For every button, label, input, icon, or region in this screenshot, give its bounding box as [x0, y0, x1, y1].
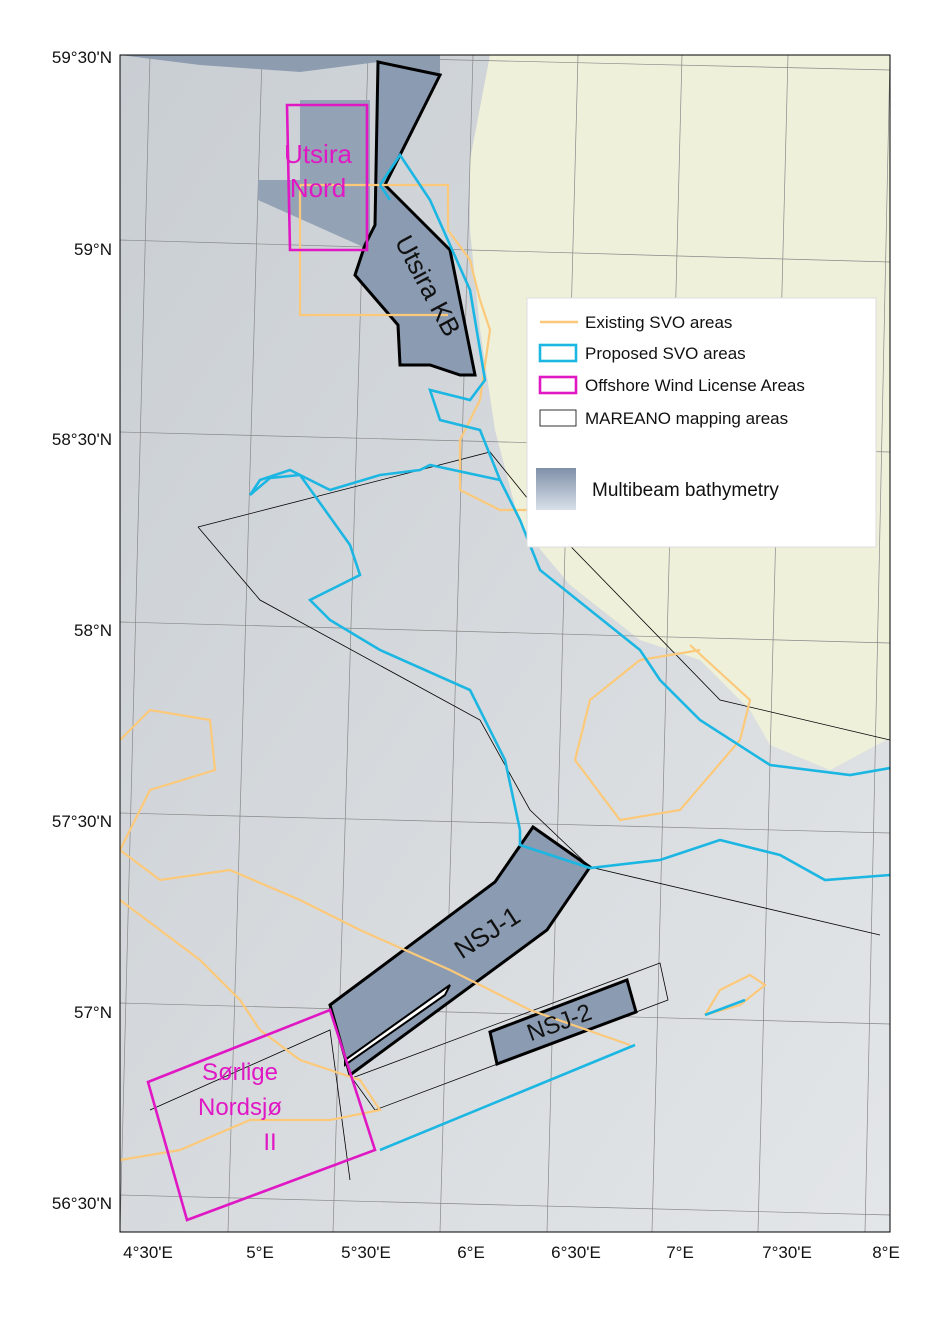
- legend-swatch: [538, 343, 578, 363]
- existing-svo: [120, 183, 767, 1162]
- area-label: Nord: [290, 173, 346, 203]
- legend-label: Offshore Wind License Areas: [585, 376, 805, 395]
- lon-label: 7°30'E: [762, 1243, 812, 1262]
- lon-label: 8°E: [872, 1243, 900, 1262]
- map-frame: [119, 54, 891, 1233]
- lat-label: 59°30'N: [52, 48, 112, 67]
- lat-label: 58°N: [74, 621, 112, 640]
- area-label: II: [263, 1129, 276, 1156]
- legend-label: Proposed SVO areas: [585, 344, 746, 363]
- lat-label: 56°30'N: [52, 1194, 112, 1213]
- area-label: Utsira: [284, 139, 352, 169]
- legend-swatch: [539, 409, 577, 427]
- lon-label: 7°E: [666, 1243, 694, 1262]
- proposed-svo: [248, 152, 890, 1152]
- bathymetry: [120, 55, 440, 75]
- lat-label: 57°30'N: [52, 812, 112, 831]
- lon-label: 5°E: [246, 1243, 274, 1262]
- area-label: Sørlige: [202, 1059, 278, 1086]
- legend-swatch: [538, 375, 578, 395]
- lat-label: 58°30'N: [52, 430, 112, 449]
- legend-box: [526, 297, 877, 548]
- lon-label: 6°30'E: [551, 1243, 601, 1262]
- legend-swatch: [536, 468, 576, 510]
- legend-label: Existing SVO areas: [585, 313, 732, 332]
- lat-label: 59°N: [74, 240, 112, 259]
- legend-label: MAREANO mapping areas: [585, 409, 788, 428]
- wind-license-areas: [146, 103, 377, 1222]
- lon-labels: 4°30'E 5°E 5°30'E 6°E 6°30'E 7°E 7°30'E …: [123, 1243, 900, 1262]
- lon-label: 6°E: [457, 1243, 485, 1262]
- lat-labels: 59°30'N 59°N 58°30'N 58°N 57°30'N 57°N 5…: [52, 48, 112, 1213]
- map-body: [120, 55, 890, 1232]
- nsj1-gap: [344, 984, 451, 1067]
- lon-label: 4°30'E: [123, 1243, 173, 1262]
- lat-label: 57°N: [74, 1003, 112, 1022]
- bathymetry: [258, 100, 370, 250]
- lon-label: 5°30'E: [341, 1243, 391, 1262]
- legend-label: Multibeam bathymetry: [592, 480, 779, 501]
- legend: Existing SVO areas Proposed SVO areas Of…: [526, 297, 877, 548]
- area-label: Nordsjø: [198, 1094, 282, 1121]
